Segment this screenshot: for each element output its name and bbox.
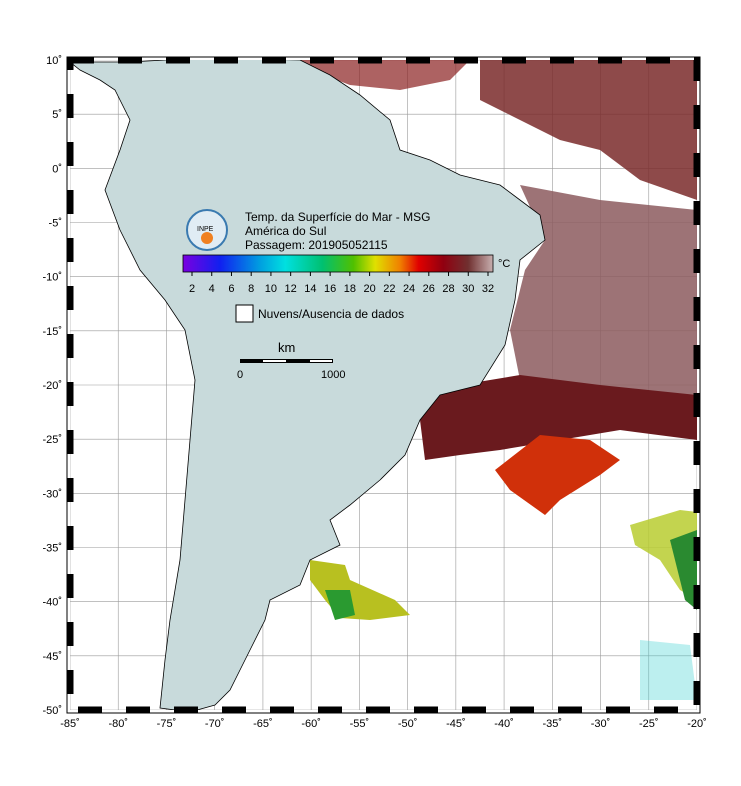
lon-tick-label: -50˚ (398, 718, 418, 730)
no-data-swatch (235, 304, 254, 323)
colorbar (182, 254, 494, 273)
logo-sun (201, 232, 213, 244)
lat-tick-label: -45˚ (42, 651, 62, 663)
colorbar-tick-label: 28 (442, 283, 454, 295)
sst-patch (300, 60, 470, 90)
title-line: América do Sul (245, 224, 326, 238)
colorbar-tick-label: 14 (304, 283, 316, 295)
lat-tick-label: -50˚ (42, 705, 62, 717)
lon-tick-label: -20˚ (687, 718, 707, 730)
lat-tick-label: 10˚ (46, 55, 62, 67)
lat-tick-label: -40˚ (42, 597, 62, 609)
lon-tick-label: -25˚ (639, 718, 659, 730)
colorbar-tick-label: 20 (363, 283, 375, 295)
colorbar-tick-label: 22 (383, 283, 395, 295)
lon-tick-label: -30˚ (591, 718, 611, 730)
no-data-label: Nuvens/Ausencia de dados (258, 307, 404, 321)
lon-tick-label: -40˚ (494, 718, 514, 730)
colorbar-tick-label: 12 (285, 283, 297, 295)
colorbar-tick-label: 4 (209, 283, 215, 295)
sst-patch (670, 530, 697, 610)
colorbar-tick-label: 24 (403, 283, 415, 295)
lat-tick-label: -25˚ (42, 434, 62, 446)
sst-patch (480, 60, 697, 200)
lat-tick-label: -5˚ (49, 218, 62, 230)
lat-tick-label: -35˚ (42, 543, 62, 555)
lat-tick-label: -30˚ (42, 488, 62, 500)
sst-patch (640, 640, 697, 700)
scale-bar-segment (310, 360, 332, 362)
lon-tick-label: -60˚ (301, 718, 321, 730)
lat-tick-label: -10˚ (42, 272, 62, 284)
sst-patch (495, 435, 620, 515)
lon-tick-label: -65˚ (253, 718, 273, 730)
logo (186, 209, 228, 251)
lat-tick-label: -15˚ (42, 326, 62, 338)
lon-tick-label: -75˚ (157, 718, 177, 730)
scale-label: 0 (237, 369, 243, 381)
frame-border (66, 56, 701, 714)
colorbar-tick-label: 8 (248, 283, 254, 295)
sst-patch (325, 590, 355, 620)
colorbar-tick-label: 18 (344, 283, 356, 295)
lat-tick-label: 5˚ (52, 109, 62, 121)
lon-tick-label: -85˚ (60, 718, 80, 730)
lat-tick-label: 0˚ (52, 163, 62, 175)
colorbar-ticks: 2 4 6 8 10 12 14 16 18 20 22 24 26 28 30 32 (189, 272, 494, 295)
scale-unit: km (278, 340, 295, 355)
colorbar-tick-label: 30 (462, 283, 474, 295)
lat-tick-label: -20˚ (42, 380, 62, 392)
logo-text: INPE (197, 226, 214, 233)
sst-field (300, 60, 697, 700)
scale-bar-segment (263, 360, 286, 362)
frame-outline (66, 56, 701, 714)
title-line: Temp. da Superfície do Mar - MSG (245, 210, 430, 224)
colorbar-tick-label: 16 (324, 283, 336, 295)
colorbar-unit: °C (498, 258, 510, 270)
lon-tick-label: -35˚ (543, 718, 563, 730)
scale-label: 1000 (321, 369, 345, 381)
sst-patch (510, 185, 697, 400)
colorbar-tick-label: 6 (228, 283, 234, 295)
scale-bar (240, 359, 333, 363)
lon-tick-label: -70˚ (205, 718, 225, 730)
colorbar-tick-label: 2 (189, 283, 195, 295)
lon-tick-label: -80˚ (108, 718, 128, 730)
title-line: Passagem: 201905052115 (245, 238, 388, 252)
colorbar-tick-label: 32 (482, 283, 494, 295)
colorbar-tick-label: 10 (265, 283, 277, 295)
lon-tick-label: -55˚ (350, 718, 370, 730)
colorbar-tick-label: 26 (423, 283, 435, 295)
sst-patch (420, 375, 697, 460)
lon-tick-label: -45˚ (446, 718, 466, 730)
